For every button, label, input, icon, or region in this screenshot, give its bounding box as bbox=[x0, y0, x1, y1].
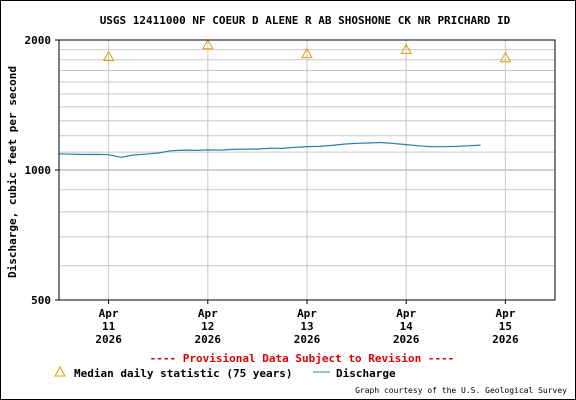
y-tick-label: 1000 bbox=[25, 164, 52, 177]
x-tick-label: Apr bbox=[396, 307, 416, 320]
x-tick-label: 2026 bbox=[195, 333, 222, 346]
x-tick-label: 2026 bbox=[393, 333, 420, 346]
x-tick-label: Apr bbox=[99, 307, 119, 320]
median-markers bbox=[102, 38, 512, 63]
median-marker bbox=[400, 43, 413, 55]
chart-title: USGS 12411000 NF COEUR D ALENE R AB SHOS… bbox=[100, 14, 511, 27]
x-tick-label: 12 bbox=[201, 320, 214, 333]
x-tick-label: 2026 bbox=[294, 333, 321, 346]
series-lines bbox=[58, 141, 481, 158]
x-tick-label: 11 bbox=[102, 320, 116, 333]
plot-border bbox=[58, 39, 556, 301]
median-marker bbox=[201, 38, 214, 50]
y-axis-label: Discharge, cubic feet per second bbox=[6, 66, 19, 278]
x-tick-label: 13 bbox=[300, 320, 313, 333]
y-tick-labels: 500 1000 2000 bbox=[25, 34, 59, 307]
y-tick-label: 500 bbox=[31, 294, 51, 307]
discharge-line bbox=[58, 141, 481, 158]
median-marker bbox=[499, 51, 512, 63]
legend: Median daily statistic (75 years) Discha… bbox=[54, 365, 396, 380]
provisional-notice: ---- Provisional Data Subject to Revisio… bbox=[150, 352, 455, 365]
x-tick-label: 2026 bbox=[95, 333, 122, 346]
median-marker bbox=[301, 47, 313, 59]
x-tick-labels: Apr112026Apr122026Apr132026Apr142026Apr1… bbox=[95, 300, 519, 346]
y-tick-label: 2000 bbox=[25, 34, 52, 47]
legend-discharge-label: Discharge bbox=[336, 367, 396, 380]
x-tick-label: 15 bbox=[499, 320, 512, 333]
grid-lines bbox=[59, 40, 555, 300]
median-marker bbox=[102, 50, 115, 62]
credit-text: Graph courtesy of the U.S. Geological Su… bbox=[355, 386, 567, 395]
x-tick-label: Apr bbox=[198, 307, 218, 320]
legend-median-label: Median daily statistic (75 years) bbox=[74, 367, 293, 380]
x-tick-label: Apr bbox=[297, 307, 317, 320]
legend-median-marker bbox=[54, 365, 66, 377]
x-tick-label: Apr bbox=[495, 307, 515, 320]
x-tick-label: 14 bbox=[400, 320, 414, 333]
x-tick-label: 2026 bbox=[492, 333, 519, 346]
